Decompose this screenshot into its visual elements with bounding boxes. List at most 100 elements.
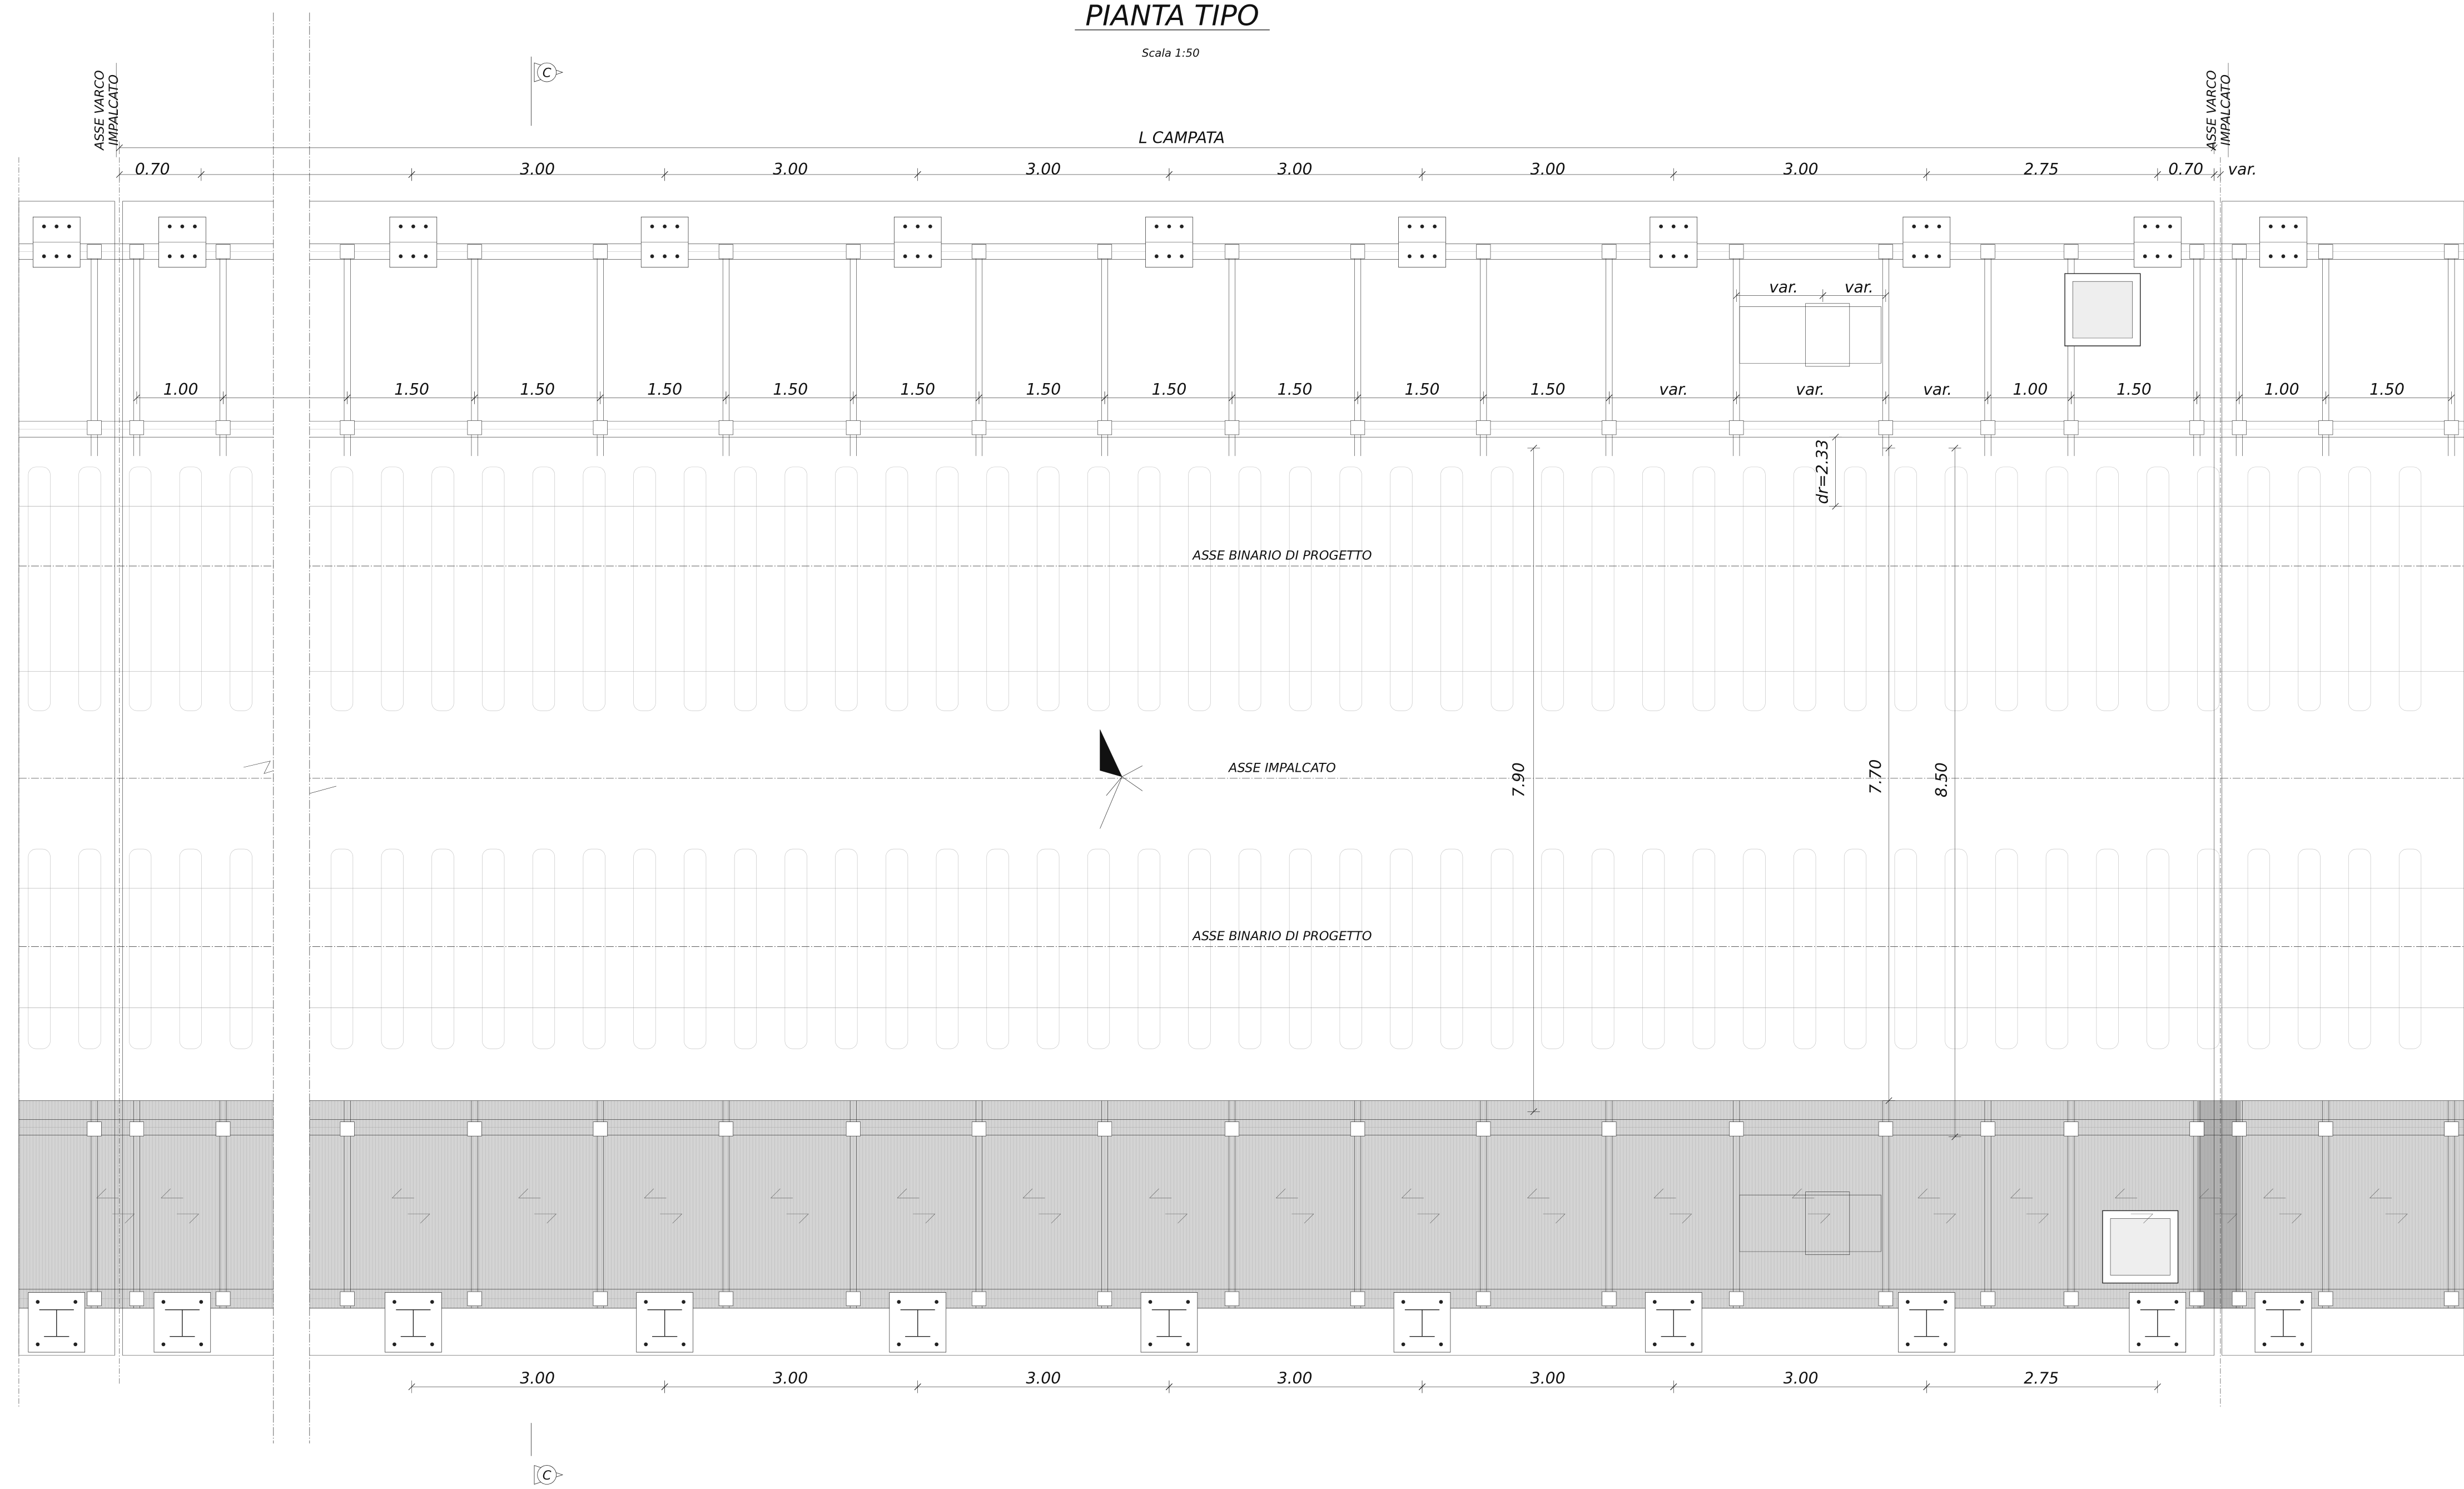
frame — [2222, 201, 2464, 1356]
dim-tick — [1531, 1109, 1537, 1115]
sleeper — [634, 849, 656, 1049]
top-dimension: 3.00 — [1026, 160, 1061, 178]
dim-tick — [915, 171, 921, 177]
post-node — [1879, 1122, 1892, 1136]
bolt — [67, 224, 71, 229]
sleeper — [936, 849, 958, 1049]
sleeper — [1743, 467, 1766, 711]
inner-dimension: 1.50 — [520, 380, 555, 399]
dim-tick — [1419, 171, 1425, 177]
top-dimension: 3.00 — [1278, 160, 1313, 178]
bolt — [1937, 254, 1941, 259]
hatched-walkway — [19, 1101, 274, 1308]
post-node — [719, 1122, 733, 1136]
top-dimension: 3.00 — [520, 160, 555, 178]
slope-arrow — [1150, 1189, 1188, 1223]
bolt — [663, 224, 667, 229]
post-node — [719, 1292, 733, 1306]
bolt — [675, 224, 679, 229]
bolt — [2281, 224, 2286, 229]
inner-dimension: 1.50 — [1026, 380, 1061, 399]
slope-arrow — [392, 1189, 430, 1223]
sleeper — [1239, 849, 1261, 1049]
post-node — [972, 1292, 986, 1306]
bolt — [1906, 1342, 1910, 1347]
bolt — [430, 1300, 434, 1304]
slope-arrow — [2115, 1189, 2153, 1223]
bolt — [1937, 224, 1941, 229]
sleeper — [2349, 467, 2371, 711]
dim-tick — [1832, 434, 1839, 440]
vertical-dimension: dr=2.33 — [1813, 439, 1831, 504]
dim-tick — [2448, 395, 2455, 401]
post-node — [593, 1292, 607, 1306]
dim-tick — [1419, 1384, 1425, 1390]
inner-dimension: 1.50 — [1151, 380, 1186, 399]
inner-dimension: 1.50 — [1278, 380, 1313, 399]
bolt — [199, 1342, 203, 1347]
dim-tick — [1229, 395, 1235, 401]
post-node — [1730, 1122, 1743, 1136]
post-node — [2319, 420, 2333, 434]
bolt — [1652, 1342, 1657, 1347]
sleeper — [1289, 849, 1312, 1049]
bolt — [393, 1342, 396, 1347]
sleeper — [836, 467, 858, 711]
post-node — [87, 1122, 101, 1136]
post-node — [216, 1292, 230, 1306]
sleeper — [1491, 467, 1513, 711]
bolt — [36, 1342, 40, 1347]
bolt — [167, 224, 172, 229]
bottom-dimension: 3.00 — [520, 1369, 555, 1388]
bolt — [2294, 254, 2298, 259]
top-dimension: 3.00 — [1784, 160, 1819, 178]
bolt — [36, 1300, 40, 1304]
bolt — [1433, 224, 1437, 229]
dim-tick — [662, 1384, 668, 1390]
dim-tick — [1481, 395, 1487, 401]
joint-detail — [1806, 1192, 1850, 1255]
bolt — [1148, 1342, 1152, 1347]
dim-tick — [723, 395, 729, 401]
post-node — [719, 245, 733, 259]
bolt — [161, 1342, 166, 1347]
post-node — [1097, 1292, 1111, 1306]
drain — [2073, 281, 2132, 338]
drain — [2110, 1219, 2170, 1275]
vertical-dimension: 8.50 — [1933, 762, 1951, 797]
post-node — [1602, 1292, 1616, 1306]
sleeper — [331, 467, 353, 711]
bolt — [1659, 254, 1663, 259]
slope-arrow — [161, 1189, 199, 1223]
dim-tick — [2211, 145, 2217, 151]
sleeper — [2399, 467, 2421, 711]
post-node — [1602, 1122, 1616, 1136]
post-node — [468, 1292, 481, 1306]
slope-arrow — [2199, 1189, 2237, 1223]
axis-varco-label: ASSE VARCO — [93, 70, 107, 151]
post-node — [340, 1122, 354, 1136]
sleeper — [2248, 467, 2270, 711]
post-node — [1350, 420, 1364, 434]
sleeper — [987, 849, 1009, 1049]
sleeper — [1693, 849, 1715, 1049]
bolt — [935, 1342, 939, 1347]
sleeper — [2097, 467, 2119, 711]
post-node — [1730, 245, 1743, 259]
bolt — [644, 1342, 648, 1347]
dim-tick — [1820, 292, 1826, 299]
bolt — [167, 254, 172, 259]
dim-tick — [2211, 171, 2217, 177]
bolt — [1433, 254, 1437, 259]
sleeper — [381, 467, 404, 711]
sleeper — [1189, 467, 1211, 711]
post-node — [2445, 420, 2458, 434]
bolt — [1154, 224, 1159, 229]
dim-tick — [198, 171, 204, 177]
post-node — [1730, 420, 1743, 434]
bolt — [42, 254, 46, 259]
bolt — [2174, 1342, 2179, 1347]
post-node — [340, 420, 354, 434]
sleeper — [583, 467, 605, 711]
sleeper — [1794, 467, 1816, 711]
